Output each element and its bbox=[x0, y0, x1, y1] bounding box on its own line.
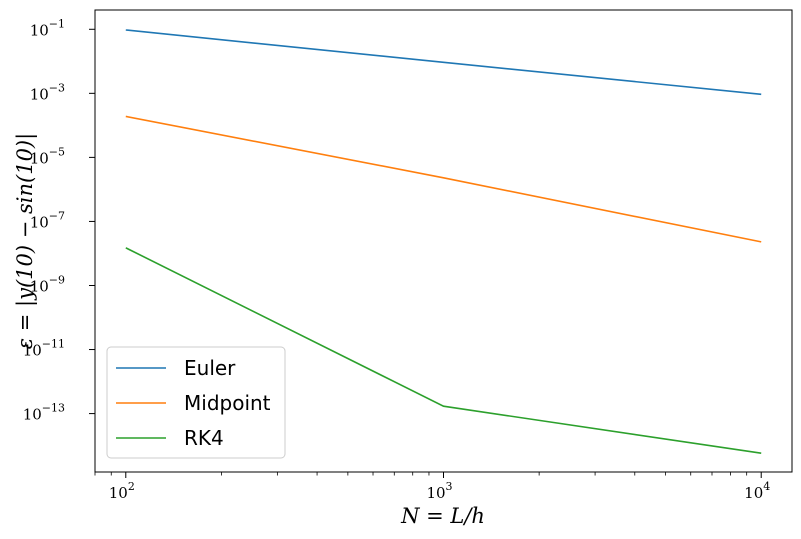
legend: Euler Midpoint RK4 bbox=[106, 346, 286, 459]
series-line-midpoint bbox=[125, 115, 762, 243]
x-tick-label: 103 bbox=[426, 480, 452, 502]
series-line-euler bbox=[125, 29, 762, 96]
x-tick-label: 104 bbox=[744, 480, 770, 502]
y-tick-label: 10−13 bbox=[23, 402, 65, 424]
y-axis-label: ε = |y(10) − sin(10)| bbox=[13, 133, 38, 349]
legend-label-euler: Euler bbox=[184, 356, 236, 380]
legend-label-midpoint: Midpoint bbox=[184, 391, 271, 415]
legend-box bbox=[106, 346, 286, 459]
y-tick-label: 10−1 bbox=[30, 17, 65, 39]
minor-ticks bbox=[94, 472, 748, 476]
x-tick-label: 102 bbox=[109, 480, 135, 502]
x-axis-ticks: 102 103 104 bbox=[109, 472, 770, 502]
x-axis-label: N = L/h bbox=[400, 504, 485, 528]
y-tick-label: 10−3 bbox=[30, 81, 65, 103]
series-line-rk4 bbox=[125, 247, 762, 454]
series-lines bbox=[125, 29, 762, 454]
legend-label-rk4: RK4 bbox=[184, 426, 224, 450]
